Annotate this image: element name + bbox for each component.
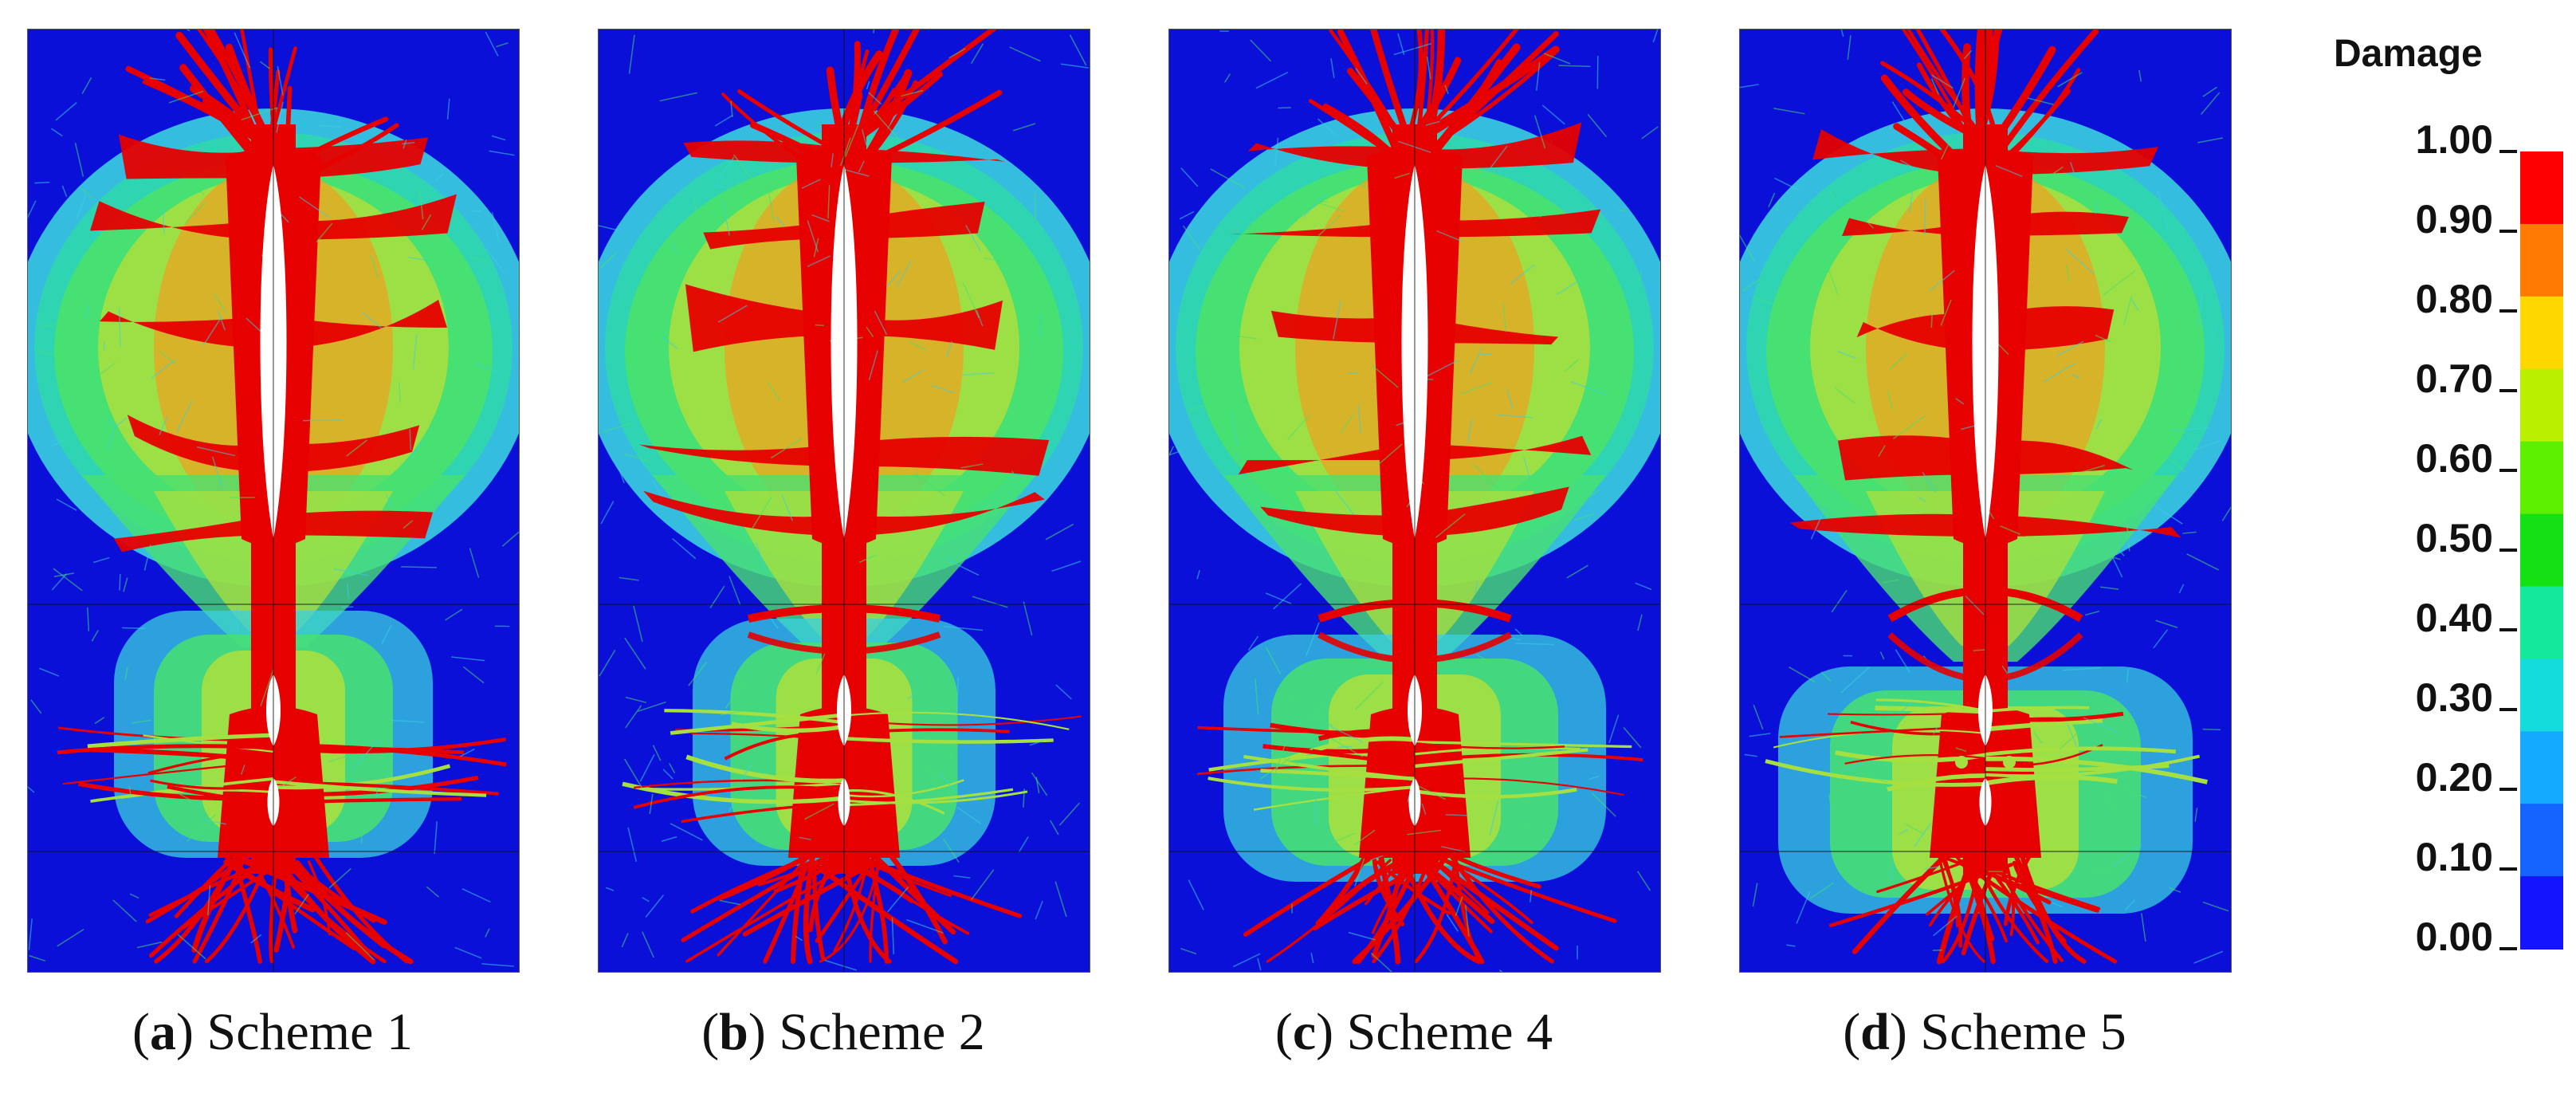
caption-a: (a) Scheme 1 — [132, 1003, 413, 1061]
legend-title: Damage — [2334, 33, 2483, 75]
legend-tick-label: 0.20 — [2416, 755, 2493, 800]
legend-color-band — [2520, 804, 2563, 878]
caption-b-letter: b — [719, 1003, 748, 1061]
damage-map-scheme-5 — [1739, 29, 2232, 973]
caption-d: (d) Scheme 5 — [1843, 1003, 2126, 1061]
legend-tick-label: 0.90 — [2416, 197, 2493, 242]
damage-map-scheme-1 — [27, 29, 520, 973]
legend-color-band — [2520, 296, 2563, 370]
legend-color-band — [2520, 441, 2563, 515]
legend-color-band — [2520, 876, 2563, 950]
legend-tick-label: 0.10 — [2416, 835, 2493, 879]
damage-color-legend: 1.00 0.90 0.80 0.70 0.60 0.50 0.40 0.30 0.20 0.10… — [2416, 117, 2563, 959]
legend-tick-label: 1.00 — [2416, 117, 2493, 162]
legend-tick-label: 0.40 — [2416, 596, 2493, 640]
damage-map-scheme-2 — [598, 29, 1090, 973]
caption-a-label: Scheme 1 — [206, 1003, 413, 1061]
legend-color-band — [2520, 368, 2563, 442]
legend-tick-label: 0.00 — [2416, 914, 2493, 959]
caption-d-label: Scheme 5 — [1920, 1003, 2126, 1061]
legend-color-band — [2520, 513, 2563, 588]
caption-a-letter: a — [150, 1003, 177, 1061]
caption-d-letter: d — [1860, 1003, 1890, 1061]
legend-color-band — [2520, 586, 2563, 660]
legend-tick-label: 0.70 — [2416, 356, 2493, 401]
caption-c-letter: c — [1292, 1003, 1317, 1061]
legend-color-band — [2520, 731, 2563, 805]
legend-color-band — [2520, 659, 2563, 733]
legend-tick-label: 0.60 — [2416, 436, 2493, 481]
legend-tick-label: 0.30 — [2416, 675, 2493, 720]
damage-map-scheme-4 — [1168, 29, 1661, 973]
legend-color-band — [2520, 223, 2563, 297]
caption-c-label: Scheme 4 — [1346, 1003, 1553, 1061]
caption-b-label: Scheme 2 — [779, 1003, 985, 1061]
legend-color-band — [2520, 151, 2563, 225]
caption-c: (c) Scheme 4 — [1274, 1003, 1553, 1061]
legend-tick-label: 0.80 — [2416, 277, 2493, 321]
caption-b: (b) Scheme 2 — [701, 1003, 985, 1061]
legend-tick-label: 0.50 — [2416, 516, 2493, 560]
